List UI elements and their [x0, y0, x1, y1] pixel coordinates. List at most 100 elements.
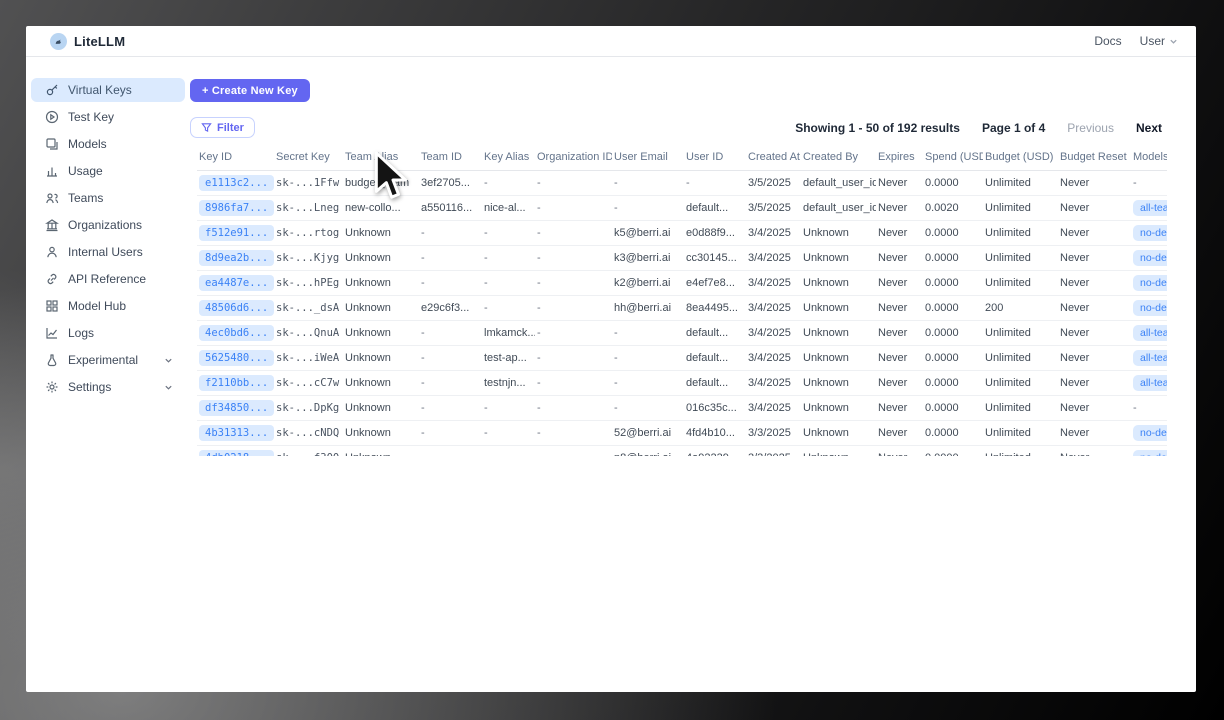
column-header-spend: Spend (USD) [923, 147, 983, 171]
sidebar-item-teams[interactable]: Teams [31, 186, 185, 210]
column-header-organization_id: Organization ID [535, 147, 612, 171]
chevron-down-icon [1170, 39, 1177, 44]
play-circle-icon [45, 110, 59, 124]
sidebar-item-label: Virtual Keys [68, 83, 132, 97]
cell-expires: Never [876, 445, 923, 456]
sidebar-item-usage[interactable]: Usage [31, 159, 185, 183]
grid-icon [46, 300, 58, 312]
cell-spend: 0.0000 [923, 345, 983, 371]
column-header-secret_key: Secret Key [274, 147, 343, 171]
cell-budget_reset: Never [1058, 245, 1131, 271]
key-id-link[interactable]: ea4487e... [199, 275, 274, 291]
cell-team_id: - [419, 420, 482, 446]
key-id-link[interactable]: 8d9ea2b... [199, 250, 274, 266]
cell-user_email: hh@berri.ai [612, 295, 684, 321]
key-id-link[interactable]: e1113c2... [199, 175, 274, 191]
cell-key_alias: - [482, 220, 535, 246]
filter-button[interactable]: Filter [190, 117, 255, 138]
cell-team_alias: Unknown [343, 220, 419, 246]
key-id-link[interactable]: f2110bb... [199, 375, 274, 391]
key-id-link[interactable]: 48506d6... [199, 300, 274, 316]
link-icon [47, 273, 57, 285]
cell-spend: 0.0000 [923, 245, 983, 271]
sidebar-item-settings[interactable]: Settings [31, 375, 185, 399]
chevron-down-icon [165, 358, 172, 363]
key-id-link[interactable]: f512e91... [199, 225, 274, 241]
line-chart-icon [46, 328, 57, 339]
cell-key_id: ea4487e... [197, 270, 274, 296]
cell-secret_key: sk-...Kjyg [274, 245, 343, 271]
page-indicator: Page 1 of 4 [981, 120, 1046, 135]
litellm-logo-icon [50, 32, 67, 50]
key-id-link[interactable]: 4ec0bd6... [199, 325, 274, 341]
cell-spend: 0.0000 [923, 395, 983, 421]
cell-organization_id: - [535, 170, 612, 196]
app-window: LiteLLM Docs User Virtual Keys Test Key … [26, 26, 1196, 692]
cell-user_email: - [612, 345, 684, 371]
key-id-link[interactable]: 5625480... [199, 350, 274, 366]
table-row: 48506d6... sk-..._dsA Unknown e29c6f3... - - h… [197, 295, 1167, 321]
sidebar-item-test-key[interactable]: Test Key [31, 105, 185, 129]
cell-created_by: Unknown [801, 395, 876, 421]
cell-spend: 0.0000 [923, 420, 983, 446]
key-id-link[interactable]: 4db0218... [199, 450, 274, 456]
key-id-link[interactable]: 8986fa7... [199, 200, 274, 216]
key-id-link[interactable]: 4b31313... [199, 425, 274, 441]
cell-spend: 0.0000 [923, 170, 983, 196]
sidebar-item-logs[interactable]: Logs [31, 321, 185, 345]
sidebar-item-internal-users[interactable]: Internal Users [31, 240, 185, 264]
cell-user_id: 4fd4b10... [684, 420, 746, 446]
previous-page-button[interactable]: Previous [1067, 120, 1114, 135]
cell-team_alias: Unknown [343, 245, 419, 271]
cell-created_at: 3/4/2025 [746, 320, 801, 346]
table-row: 8d9ea2b... sk-...Kjyg Unknown - - - k3@berri.a… [197, 245, 1167, 271]
cell-expires: Never [876, 320, 923, 346]
layers-icon [46, 138, 58, 150]
sidebar-item-virtual-keys[interactable]: Virtual Keys [31, 78, 185, 102]
cell-created_by: Unknown [801, 420, 876, 446]
cell-expires: Never [876, 245, 923, 271]
models-badge: all-team-m [1133, 375, 1167, 391]
sidebar-item-experimental[interactable]: Experimental [31, 348, 185, 372]
cell-created_at: 3/3/2025 [746, 445, 801, 456]
sidebar-item-models[interactable]: Models [31, 132, 185, 156]
table-body: e1113c2... sk-...1Ffw budget_team 3ef2705..… [197, 170, 1167, 456]
cell-team_id: - [419, 370, 482, 396]
cell-team_alias: new-collo... [343, 195, 419, 221]
cell-created_by: Unknown [801, 270, 876, 296]
cell-organization_id: - [535, 420, 612, 446]
sidebar-item-label: API Reference [68, 272, 147, 286]
cell-created_at: 3/5/2025 [746, 195, 801, 221]
cell-created_by: default_user_id [801, 170, 876, 196]
sidebar-item-organizations[interactable]: Organizations [31, 213, 185, 237]
cell-secret_key: sk-...QnuA [274, 320, 343, 346]
sidebar-item-api-reference[interactable]: API Reference [31, 267, 185, 291]
cell-organization_id: - [535, 245, 612, 271]
cell-secret_key: sk-...hPEg [274, 270, 343, 296]
cell-created_at: 3/4/2025 [746, 345, 801, 371]
key-id-link[interactable]: df34850... [199, 400, 274, 416]
models-badge: all-team-m [1133, 350, 1167, 366]
cell-budget: Unlimited [983, 370, 1058, 396]
column-header-created_by: Created By [801, 147, 876, 171]
cell-created_by: Unknown [801, 295, 876, 321]
column-header-key_alias: Key Alias [482, 147, 535, 171]
cell-key_id: f2110bb... [197, 370, 274, 396]
create-new-key-button[interactable]: + Create New Key [190, 79, 310, 102]
user-menu[interactable]: User [1140, 34, 1178, 48]
cell-spend: 0.0000 [923, 220, 983, 246]
cell-secret_key: sk-..._dsA [274, 295, 343, 321]
docs-link[interactable]: Docs [1094, 34, 1122, 48]
next-page-button[interactable]: Next [1135, 120, 1162, 135]
table-row: e1113c2... sk-...1Ffw budget_team 3ef2705..… [197, 170, 1167, 196]
cell-budget_reset: Never [1058, 395, 1131, 421]
cell-key_id: df34850... [197, 395, 274, 421]
sidebar-item-model-hub[interactable]: Model Hub [31, 294, 185, 318]
cell-budget_reset: Never [1058, 345, 1131, 371]
cell-expires: Never [876, 270, 923, 296]
cell-expires: Never [876, 370, 923, 396]
models-badge: no-default [1133, 450, 1167, 456]
column-header-created_at: Created At [746, 147, 801, 171]
cell-created_by: Unknown [801, 220, 876, 246]
table-row: 4db0218...sk-...f300Unknown---p8@berri.a… [197, 445, 1167, 456]
